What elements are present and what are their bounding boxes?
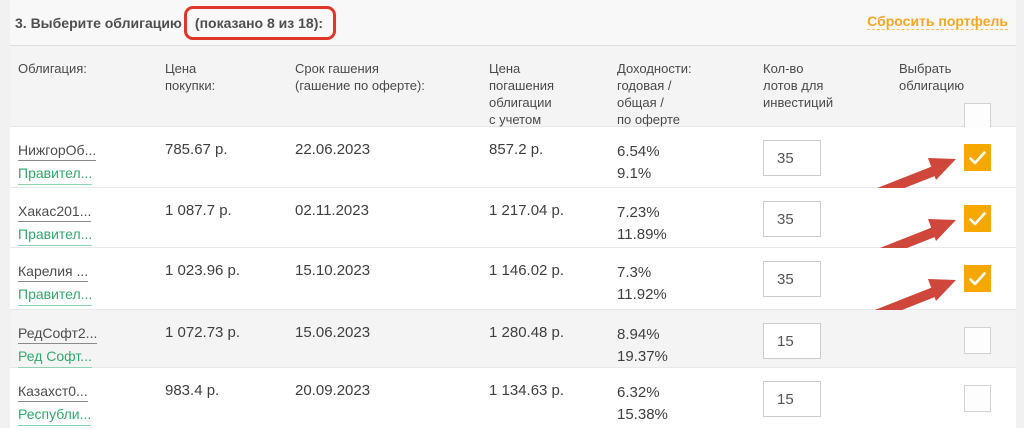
- select-bond-checkbox[interactable]: [964, 144, 991, 171]
- issuer-link[interactable]: Правител...: [18, 163, 93, 185]
- bond-cell: РедСофт2... Ред Софт...: [18, 310, 165, 368]
- redemption-price-value: 1 146.02 р.: [489, 262, 565, 279]
- table-row: РедСофт2... Ред Софт... 1 072.73 р. 15.0…: [10, 310, 1016, 368]
- col-header-purchase-price: Цена покупки:: [165, 61, 216, 94]
- lots-cell: [763, 310, 899, 368]
- maturity-date-value: 15.10.2023: [295, 262, 371, 279]
- select-bond-checkbox[interactable]: [964, 385, 991, 412]
- purchase-price-value: 1 072.73 р.: [165, 324, 241, 341]
- select-bond-checkbox[interactable]: [964, 327, 991, 354]
- yields-cell: 7.3% 11.92%: [617, 248, 763, 309]
- lots-cell: [763, 127, 899, 187]
- select-cell: [899, 368, 1016, 428]
- bond-cell: Хакас201... Правител...: [18, 188, 165, 247]
- bond-name-link[interactable]: РедСофт2...: [18, 323, 98, 345]
- yield-total-value: 9.1%: [617, 164, 652, 182]
- lots-input[interactable]: [763, 261, 821, 297]
- issuer-link[interactable]: Ред Софт...: [18, 346, 92, 368]
- table-row: Карелия ... Правител... 1 023.96 р. 15.1…: [10, 248, 1016, 327]
- issuer-link[interactable]: Республи...: [18, 404, 92, 426]
- select-cell: [856, 188, 1016, 267]
- yield-annual-value: 8.94%: [617, 326, 660, 343]
- purchase-price-value: 1 087.7 р.: [165, 202, 232, 219]
- redemption-price-value: 1 280.48 р.: [489, 324, 565, 341]
- maturity-date-value: 15.06.2023: [295, 324, 371, 341]
- purchase-price-value: 983.4 р.: [165, 382, 220, 399]
- checkmark-icon: [969, 150, 986, 164]
- lots-input[interactable]: [763, 323, 821, 359]
- yields-cell: 8.94% 19.37%: [617, 310, 763, 368]
- lots-cell: [763, 248, 899, 309]
- redemption-price-value: 1 134.63 р.: [489, 382, 565, 399]
- table-body: НижгорОб... Правител... 785.67 р. 22.06.…: [10, 127, 1016, 428]
- lots-input[interactable]: [763, 381, 821, 417]
- bond-cell: Карелия ... Правител...: [18, 248, 165, 309]
- yield-annual-value: 6.54%: [617, 143, 660, 160]
- redemption-price-value: 1 217.04 р.: [489, 202, 565, 219]
- col-header-bond: Облигация:: [18, 61, 87, 76]
- bond-name-link[interactable]: НижгорОб...: [18, 140, 97, 162]
- yield-annual-value: 6.32%: [617, 384, 660, 401]
- lots-input[interactable]: [763, 140, 821, 176]
- purchase-price-value: 1 023.96 р.: [165, 262, 241, 279]
- page-title: 3. Выберите облигацию: [15, 14, 182, 31]
- col-header-maturity: Срок гашения (гашение по оферте):: [295, 61, 425, 94]
- yield-annual-value: 7.3%: [617, 264, 652, 281]
- issuer-link[interactable]: Правител...: [18, 224, 93, 246]
- col-header-select-label: Выбрать облигацию: [899, 61, 965, 94]
- yield-total-value: 19.37%: [617, 347, 668, 365]
- bond-name-link[interactable]: Хакас201...: [18, 201, 92, 223]
- select-cell: [856, 248, 1016, 327]
- issuer-link[interactable]: Правител...: [18, 284, 93, 306]
- reset-portfolio-link[interactable]: Сбросить портфель: [867, 13, 1008, 30]
- checkmark-icon: [969, 211, 986, 225]
- redemption-price-value: 857.2 р.: [489, 141, 544, 158]
- col-header-lots: Кол-во лотов для инвестиций: [763, 61, 834, 111]
- lots-cell: [763, 368, 899, 428]
- yield-total-value: 11.92%: [617, 285, 667, 303]
- yield-annual-value: 7.23%: [617, 204, 660, 221]
- maturity-date-value: 22.06.2023: [295, 141, 371, 158]
- col-header-yields: Доходности: годовая / общая / по оферте: [617, 61, 692, 128]
- yield-total-value: 15.38%: [617, 405, 668, 423]
- checkmark-icon: [969, 271, 986, 285]
- select-bond-checkbox[interactable]: [964, 205, 991, 232]
- yields-cell: 7.23% 11.89%: [617, 188, 763, 247]
- bond-cell: НижгорОб... Правител...: [18, 127, 165, 187]
- titlebar: 3. Выберите облигацию (показано 8 из 18)…: [10, 0, 1016, 46]
- shown-count-annotation: (показано 8 из 18):: [183, 5, 337, 40]
- bond-name-link[interactable]: Карелия ...: [18, 261, 89, 283]
- shown-count-text: (показано 8 из 18):: [194, 14, 324, 31]
- yield-total-value: 11.89%: [617, 225, 667, 243]
- purchase-price-value: 785.67 р.: [165, 141, 228, 158]
- select-cell: [856, 127, 1016, 206]
- select-bond-checkbox[interactable]: [964, 265, 991, 292]
- maturity-date-value: 02.11.2023: [295, 202, 369, 219]
- table-header-row: Облигация: Цена покупки: Срок гашения (г…: [10, 46, 1016, 145]
- yields-cell: 6.32% 15.38%: [617, 368, 763, 428]
- bond-selection-panel: 3. Выберите облигацию (показано 8 из 18)…: [10, 0, 1016, 428]
- table-row: НижгорОб... Правител... 785.67 р. 22.06.…: [10, 127, 1016, 206]
- bond-cell: Казахст0... Республи...: [18, 368, 165, 428]
- bond-name-link[interactable]: Казахст0...: [18, 381, 88, 403]
- select-cell: [899, 310, 1016, 368]
- lots-input[interactable]: [763, 201, 821, 237]
- maturity-date-value: 20.09.2023: [295, 382, 371, 399]
- yields-cell: 6.54% 9.1%: [617, 127, 763, 187]
- table-row: Хакас201... Правител... 1 087.7 р. 02.11…: [10, 188, 1016, 267]
- lots-cell: [763, 188, 899, 247]
- table-row: Казахст0... Республи... 983.4 р. 20.09.2…: [10, 368, 1016, 428]
